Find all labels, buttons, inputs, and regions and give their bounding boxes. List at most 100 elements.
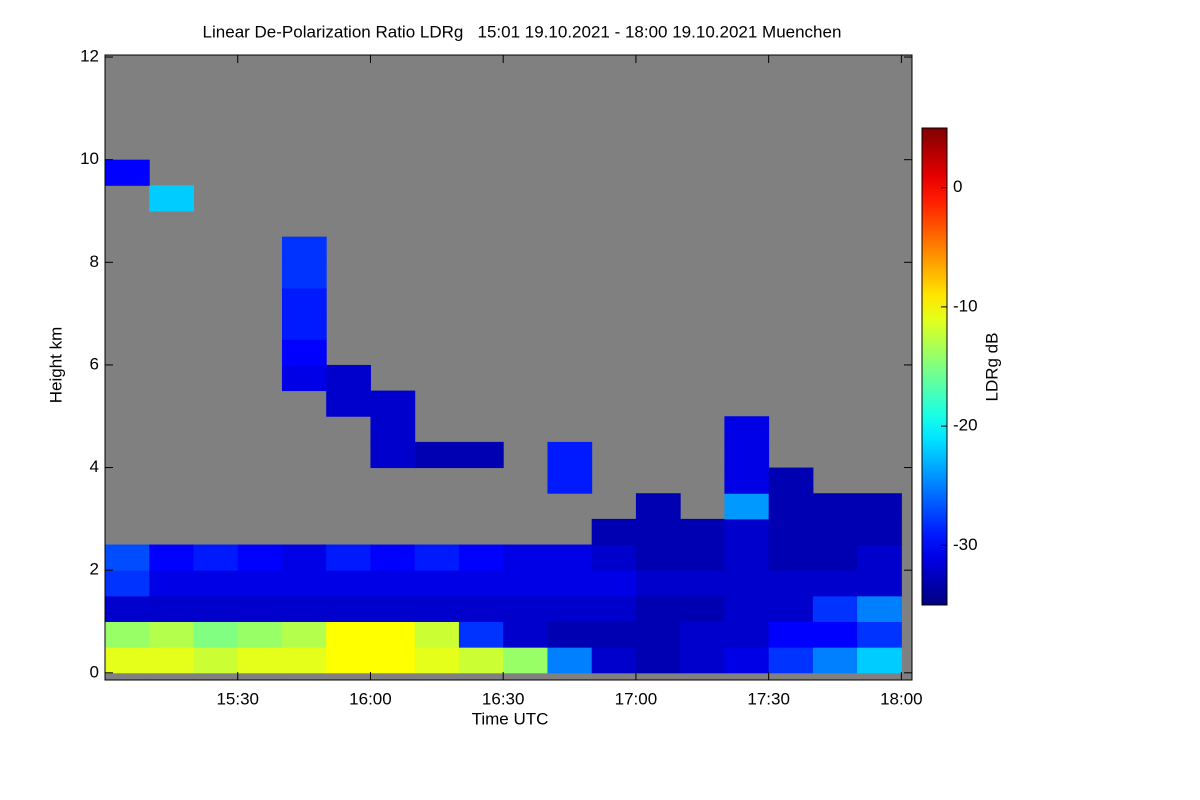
heatmap-cell	[635, 647, 681, 674]
heatmap-cell	[458, 647, 504, 674]
heatmap-cell	[281, 364, 327, 392]
heatmap-cell	[149, 647, 194, 674]
heatmap-cell	[414, 570, 460, 597]
heatmap-cell	[768, 518, 814, 546]
heatmap-cell	[591, 595, 637, 623]
y-tick-label: 6	[90, 354, 99, 373]
heatmap-cell	[414, 621, 460, 648]
heatmap-cell	[724, 416, 770, 443]
heatmap-cell	[149, 621, 194, 648]
heatmap-cell	[414, 595, 460, 623]
heatmap-cell	[326, 390, 371, 417]
heatmap-cell	[414, 647, 460, 674]
heatmap-cell	[370, 416, 416, 443]
heatmap-cell	[237, 647, 283, 674]
heatmap-cell	[857, 518, 902, 546]
heatmap-cell	[680, 544, 725, 571]
heatmap-cell	[281, 544, 327, 571]
heatmap-cell	[458, 570, 504, 597]
heatmap-cell	[635, 621, 681, 648]
colorbar-tick-label: 0	[953, 177, 962, 196]
heatmap-cell	[414, 441, 460, 469]
heatmap-cell	[237, 621, 283, 648]
heatmap-cell	[326, 595, 371, 623]
heatmap-cell	[503, 647, 548, 674]
heatmap-cell	[857, 570, 902, 597]
heatmap-cell	[149, 544, 194, 571]
heatmap-cell	[857, 493, 902, 520]
colorbar-tick-label: -20	[953, 416, 978, 435]
heatmap-cell	[237, 570, 283, 597]
heatmap-cell	[458, 595, 504, 623]
heatmap-cell	[503, 570, 548, 597]
heatmap-cell	[281, 647, 327, 674]
heatmap-cell	[281, 570, 327, 597]
heatmap-cell	[680, 621, 725, 648]
heatmap-cell	[591, 544, 637, 571]
heatmap-cell	[326, 647, 371, 674]
heatmap-cell	[857, 647, 902, 674]
heatmap-cell	[281, 236, 327, 263]
heatmap-cell	[547, 621, 593, 648]
x-tick-label: 17:00	[615, 689, 658, 708]
heatmap-cell	[105, 621, 150, 648]
heatmap-cell	[680, 647, 725, 674]
heatmap-cell	[724, 570, 770, 597]
heatmap-cell	[193, 595, 239, 623]
heatmap-cell	[458, 621, 504, 648]
heatmap-cell	[149, 570, 194, 597]
heatmap-cell	[724, 441, 770, 469]
heatmap-cell	[591, 621, 637, 648]
x-axis-label: Time UTC	[472, 709, 549, 728]
heatmap-cell	[281, 262, 327, 289]
y-tick-label: 2	[90, 560, 99, 579]
heatmap-cell	[149, 595, 194, 623]
heatmap-cell	[724, 467, 770, 494]
heatmap-cell	[857, 621, 902, 648]
heatmap-cell	[370, 544, 416, 571]
heatmap-cell	[591, 518, 637, 546]
heatmap-cell	[503, 621, 548, 648]
heatmap-cell	[547, 595, 593, 623]
heatmap-cell	[724, 647, 770, 674]
heatmap-cell	[326, 570, 371, 597]
heatmap-cell	[724, 493, 770, 520]
y-axis-label: Height km	[46, 327, 65, 404]
y-tick-label: 8	[90, 252, 99, 271]
heatmap-cell	[680, 570, 725, 597]
plot-frame	[104, 54, 913, 681]
y-tick-label: 4	[90, 457, 99, 476]
heatmap-cell	[768, 647, 814, 674]
colorbar-label: LDRg dB	[982, 333, 1001, 402]
heatmap-cell	[857, 595, 902, 623]
heatmap-cell	[193, 647, 239, 674]
heatmap-cell	[193, 621, 239, 648]
x-tick-label: 16:30	[482, 689, 525, 708]
heatmap-cell	[281, 339, 327, 366]
heatmap-cell	[812, 621, 858, 648]
heatmap-cell	[281, 313, 327, 340]
heatmap-cell	[635, 595, 681, 623]
heatmap-cell	[503, 544, 548, 571]
heatmap-cell	[635, 493, 681, 520]
heatmap-cell	[724, 621, 770, 648]
heatmap-cell	[105, 544, 150, 571]
heatmap-cell	[547, 647, 593, 674]
heatmap-cell	[547, 467, 593, 494]
heatmap-cell	[724, 595, 770, 623]
heatmap-cell	[414, 544, 460, 571]
heatmap-cell	[768, 544, 814, 571]
heatmap-cell	[237, 544, 283, 571]
y-tick-label: 12	[80, 47, 99, 66]
x-tick-label: 17:30	[747, 689, 790, 708]
heatmap-cell	[812, 544, 858, 571]
heatmap-cell	[326, 364, 371, 392]
heatmap-cell	[193, 570, 239, 597]
colorbar-tick-label: -10	[953, 296, 978, 315]
heatmap-cell	[370, 390, 416, 417]
heatmap-cell	[768, 493, 814, 520]
heatmap-cell	[370, 595, 416, 623]
heatmap-cell	[635, 570, 681, 597]
heatmap-cell	[812, 518, 858, 546]
heatmap-cell	[591, 570, 637, 597]
